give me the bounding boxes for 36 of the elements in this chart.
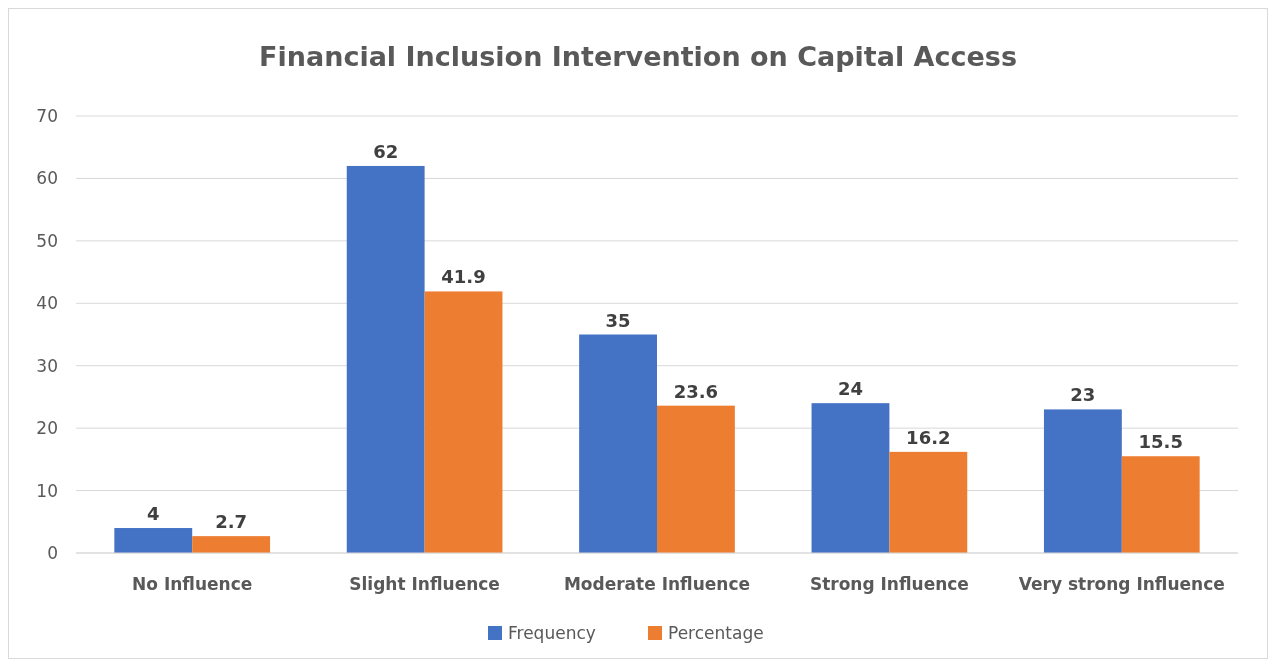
x-tick-label: Slight Influence xyxy=(349,574,500,594)
data-label: 16.2 xyxy=(906,426,951,448)
bar xyxy=(579,334,657,553)
y-tick-label: 40 xyxy=(36,293,58,314)
x-tick-label: Very strong Influence xyxy=(1018,574,1225,594)
y-tick-label: 0 xyxy=(47,543,58,563)
data-label: 2.7 xyxy=(215,511,248,533)
bar xyxy=(811,403,890,553)
legend-label: Percentage xyxy=(668,623,764,643)
y-tick-label: 60 xyxy=(36,168,58,189)
data-label: 23.6 xyxy=(673,380,719,402)
x-tick-label: No Influence xyxy=(132,574,253,594)
x-tick-label: Moderate Influence xyxy=(563,574,751,594)
legend-label: Frequency xyxy=(508,623,596,643)
data-label: 35 xyxy=(605,309,631,331)
y-tick-label: 20 xyxy=(36,418,58,439)
bar xyxy=(424,291,503,553)
y-tick-label: 70 xyxy=(36,106,58,126)
y-tick-label: 30 xyxy=(36,355,58,376)
data-label: 62 xyxy=(373,140,399,162)
bar xyxy=(1043,409,1122,553)
bar xyxy=(657,405,735,553)
bar xyxy=(192,536,271,553)
data-label: 15.5 xyxy=(1138,431,1183,453)
data-label: 24 xyxy=(837,378,863,400)
chart-title: Financial Inclusion Intervention on Capital Access xyxy=(259,41,1017,72)
bar xyxy=(114,528,193,553)
bar xyxy=(889,451,968,553)
y-tick-label: 10 xyxy=(36,480,58,501)
x-tick-label: Strong Influence xyxy=(809,574,969,594)
bar xyxy=(1121,456,1200,553)
data-label: 23 xyxy=(1070,384,1096,406)
bar xyxy=(346,165,425,553)
y-tick-label: 50 xyxy=(36,230,58,251)
data-label: 4 xyxy=(147,503,160,525)
data-label: 41.9 xyxy=(441,266,486,288)
